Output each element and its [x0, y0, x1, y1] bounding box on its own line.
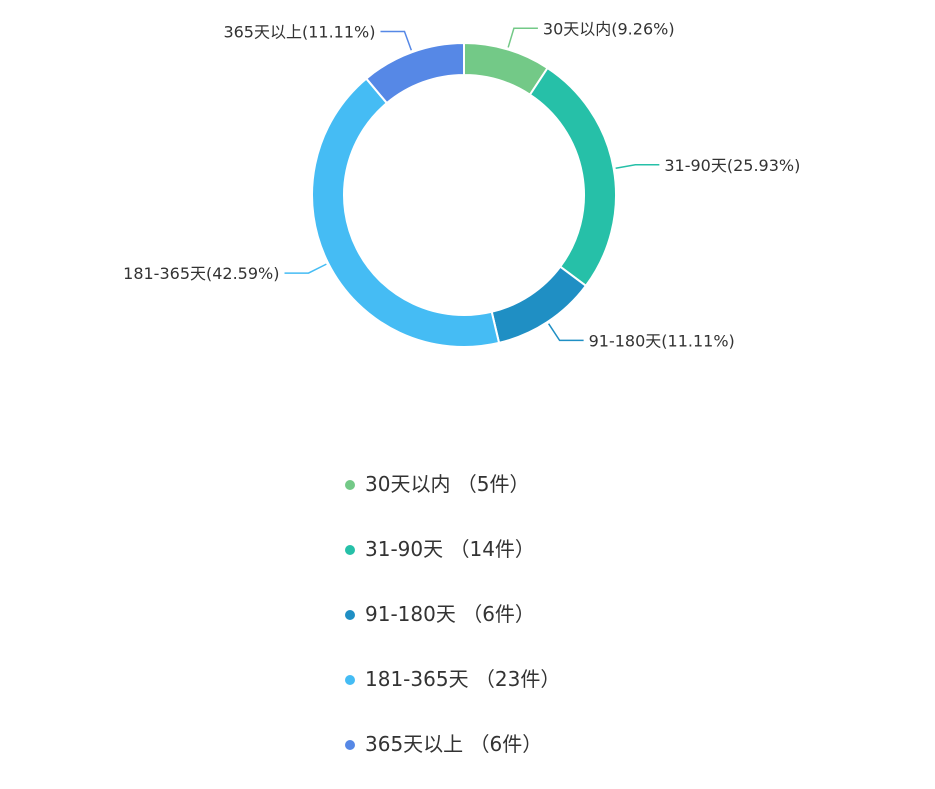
slice-31-90-days[interactable] — [528, 66, 617, 288]
leader-line-91-180-days — [547, 323, 584, 342]
legend-dot-30-days — [345, 480, 355, 490]
slice-label-31-90-days: 31-90天(25.93%) — [664, 156, 800, 175]
legend-item-181-365-days[interactable]: 181-365天 （23件） — [343, 659, 743, 724]
slice-label-30-days: 30天以内(9.26%) — [543, 19, 675, 38]
legend-label-181-365-days: 181-365天 （23件） — [365, 667, 561, 691]
legend: 30天以内 （5件） 31-90天 （14件） 91-180天 （6件） 181… — [343, 464, 743, 789]
legend-label-91-180-days: 91-180天 （6件） — [365, 602, 535, 626]
legend-item-31-90-days[interactable]: 31-90天 （14件） — [343, 529, 743, 594]
leader-line-181-365-days — [284, 263, 327, 274]
slice-365-plus-days[interactable] — [364, 41, 465, 105]
slice-91-180-days[interactable] — [490, 265, 588, 345]
slice-label-181-365-days: 181-365天(42.59%) — [123, 264, 279, 283]
slice-label-365-plus-days: 365天以上(11.11%) — [223, 22, 375, 41]
legend-dot-365-plus-days — [345, 740, 355, 750]
leader-line-365-plus-days — [380, 30, 413, 51]
legend-dot-91-180-days — [345, 610, 355, 620]
legend-item-30-days[interactable]: 30天以内 （5件） — [343, 464, 743, 529]
legend-dot-31-90-days — [345, 545, 355, 555]
leader-line-31-90-days — [615, 164, 660, 169]
legend-label-31-90-days: 31-90天 （14件） — [365, 537, 535, 561]
legend-label-30-days: 30天以内 （5件） — [365, 472, 530, 496]
donut-chart: 30天以内(9.26%) 31-90天(25.93%) 91-180天(11.11%… — [123, 19, 800, 350]
legend-label-365-plus-days: 365天以上 （6件） — [365, 732, 543, 756]
slice-181-365-days[interactable] — [311, 77, 501, 348]
legend-item-365-plus-days[interactable]: 365天以上 （6件） — [343, 724, 743, 789]
leader-line-30-days — [507, 27, 538, 48]
legend-item-91-180-days[interactable]: 91-180天 （6件） — [343, 594, 743, 659]
legend-dot-181-365-days — [345, 675, 355, 685]
slice-label-91-180-days: 91-180天(11.11%) — [589, 331, 735, 350]
